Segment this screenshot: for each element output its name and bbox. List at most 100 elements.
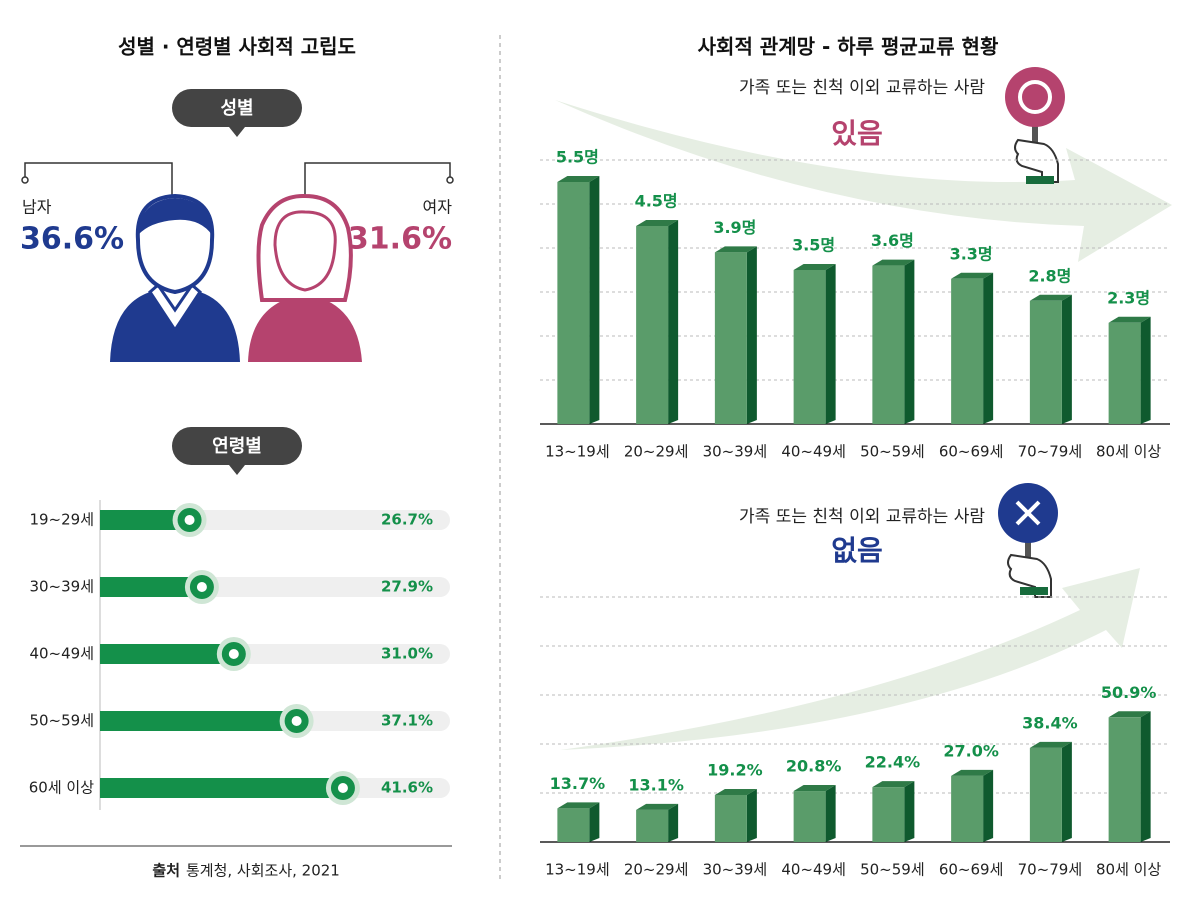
x-tick-label: 13~19세: [545, 443, 610, 461]
pill-label: 연령별: [212, 436, 262, 457]
trend-arrow: [560, 568, 1140, 750]
x-tick-label: 50~59세: [860, 861, 925, 879]
bar-front: [714, 794, 747, 842]
bar: [100, 503, 207, 537]
bar-side: [589, 802, 600, 842]
bar-top: [951, 272, 994, 279]
bar: [1029, 741, 1072, 842]
bar-top: [872, 781, 915, 788]
x-tick-label: 30~39세: [703, 443, 768, 461]
value-label: 4.5명: [635, 192, 678, 211]
category-label: 60세 이상: [29, 779, 94, 797]
value-label: 27.9%: [381, 578, 433, 596]
value-label: 3.5명: [792, 236, 835, 255]
category-label: 19~29세: [29, 511, 94, 529]
bar-end: [228, 649, 239, 659]
value-label: 5.5명: [556, 148, 599, 167]
x-tick-label: 60~69세: [939, 443, 1004, 461]
male-value: 36.6%: [20, 222, 124, 257]
value-label: 38.4%: [1022, 713, 1078, 732]
bar: [793, 785, 836, 842]
x-tick-label: 20~29세: [624, 443, 689, 461]
bar-end: [291, 716, 302, 726]
bar-side: [825, 264, 836, 424]
female-name: 여자: [423, 198, 453, 217]
value-label: 3.9명: [713, 218, 756, 237]
category-label: 30~39세: [29, 578, 94, 596]
bar-side: [904, 259, 915, 424]
left-title: 성별 · 연령별 사회적 고립도: [118, 35, 356, 59]
bar-side: [1061, 294, 1072, 424]
source-text: 통계청, 사회조사, 2021: [186, 862, 340, 880]
value-label: 31.0%: [381, 645, 433, 663]
value-label: 13.7%: [550, 774, 606, 793]
male-figure: [110, 193, 240, 362]
chart-title: 있음: [831, 117, 883, 150]
bar-top: [951, 769, 994, 776]
bar: [951, 272, 994, 424]
x-tick-label: 13~19세: [545, 861, 610, 879]
bar: [100, 771, 360, 805]
pill-label: 성별: [220, 98, 253, 119]
bar-front: [1029, 747, 1062, 842]
bar-top: [1108, 711, 1151, 718]
bar-side: [668, 220, 679, 424]
bar-top: [1029, 294, 1072, 301]
bar: [1108, 316, 1151, 424]
bar-top: [714, 246, 757, 253]
value-label: 22.4%: [865, 753, 921, 772]
value-label: 20.8%: [786, 757, 842, 776]
value-label: 2.3명: [1107, 288, 1150, 307]
source-label: 출처: [152, 862, 180, 880]
bar-top: [557, 802, 600, 809]
value-label: 41.6%: [381, 779, 433, 797]
bar: [100, 570, 219, 604]
bar-side: [983, 769, 994, 842]
category-label: 50~59세: [29, 712, 94, 730]
bar-top: [793, 264, 836, 270]
bar: [557, 176, 600, 424]
bar: [557, 802, 600, 842]
value-label: 19.2%: [707, 760, 763, 779]
bar-front: [872, 265, 905, 424]
value-label: 13.1%: [628, 775, 684, 794]
x-tick-label: 20~29세: [624, 861, 689, 879]
x-tick-label: 30~39세: [703, 861, 768, 879]
category-label: 40~49세: [29, 645, 94, 663]
bar-front: [793, 791, 826, 842]
value-label: 37.1%: [381, 712, 433, 730]
bar: [100, 704, 314, 738]
bar-body: [100, 644, 234, 664]
bar: [872, 259, 915, 424]
bar: [636, 803, 679, 842]
connectors: [21, 162, 454, 195]
x-tick-label: 80세 이상: [1096, 861, 1161, 879]
right-title: 사회적 관계망 - 하루 평균교류 현황: [698, 35, 999, 59]
yes-sign: [1005, 67, 1065, 184]
bar-front: [793, 270, 826, 424]
bar-front: [951, 775, 984, 842]
bar: [1108, 711, 1151, 842]
pill: [172, 89, 302, 137]
bar: [872, 781, 915, 842]
bar-front: [557, 808, 590, 842]
pill: [172, 427, 302, 475]
value-label: 2.8명: [1028, 266, 1071, 285]
bar-front: [1108, 717, 1141, 842]
bar-side: [825, 785, 836, 842]
bar-top: [557, 176, 600, 182]
bar-top: [1108, 316, 1151, 323]
chart-subtitle: 가족 또는 친척 이외 교류하는 사람: [739, 78, 985, 98]
bar-side: [1140, 711, 1151, 842]
no-sign: [998, 483, 1058, 598]
chart-subtitle: 가족 또는 친척 이외 교류하는 사람: [739, 507, 985, 527]
bar-front: [636, 809, 669, 842]
bar-side: [1140, 316, 1151, 424]
x-tick-label: 70~79세: [1018, 443, 1083, 461]
value-label: 50.9%: [1101, 683, 1157, 702]
bar-side: [668, 803, 679, 842]
value-label: 3.6명: [871, 231, 914, 250]
bar-end: [337, 783, 348, 793]
female-figure: [248, 193, 362, 362]
